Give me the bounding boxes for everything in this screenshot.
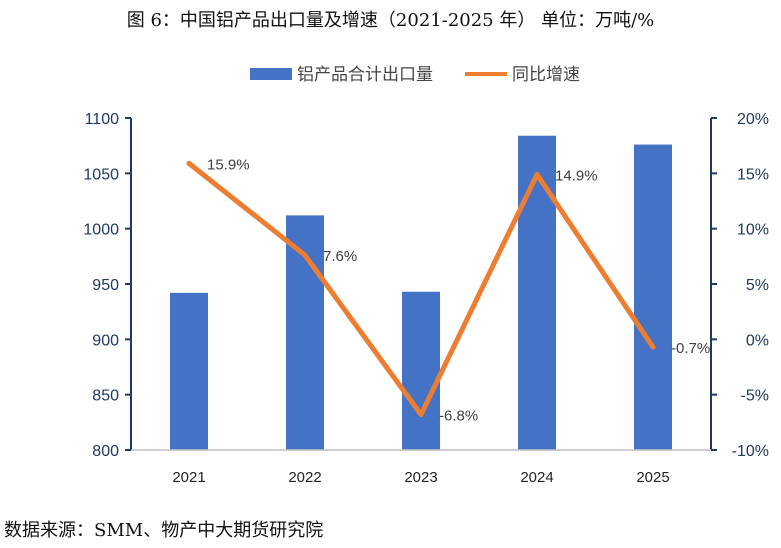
y-left-tick-label: 1000 <box>83 222 119 239</box>
y-left-tick-label: 1100 <box>85 111 120 128</box>
bar-2025 <box>634 144 672 450</box>
y-axis-right: -10% -5% 0% 5% 10% 15% 20% <box>710 111 769 460</box>
x-axis: 2021 2022 2023 2024 2025 <box>131 449 711 486</box>
y-right-tick-label: 10% <box>737 222 769 239</box>
growth-label-2023: -6.8% <box>439 408 478 425</box>
growth-point-2021 <box>186 160 192 166</box>
y-right-tick-label: 20% <box>737 111 769 128</box>
x-tick-label: 2021 <box>172 469 205 486</box>
y-left-tick-label: 850 <box>92 388 119 405</box>
y-right-tick-label: -10% <box>732 443 769 460</box>
data-labels: 15.9% 7.6% -6.8% 14.9% -0.7% <box>207 156 710 424</box>
growth-label-2024: 14.9% <box>555 167 598 184</box>
source-note: 数据来源：SMM、物产中大期货研究院 <box>4 520 324 541</box>
growth-point-2025 <box>650 344 656 350</box>
growth-point-2022 <box>302 252 308 258</box>
x-tick-label: 2022 <box>288 469 321 486</box>
growth-point-2023 <box>418 412 424 418</box>
y-right-tick-label: 15% <box>737 166 769 183</box>
growth-label-2021: 15.9% <box>207 156 250 173</box>
x-tick-label: 2023 <box>404 469 437 486</box>
legend-swatch-bar <box>250 68 292 80</box>
legend-label-bar: 铝产品合计出口量 <box>297 65 433 85</box>
y-left-tick-label: 800 <box>92 443 119 460</box>
growth-line <box>186 160 656 418</box>
growth-label-2022: 7.6% <box>323 248 357 265</box>
y-right-tick-label: 0% <box>746 332 769 349</box>
y-axis-left: 800 850 900 950 1000 1050 1100 <box>83 111 132 460</box>
growth-point-2024 <box>534 171 540 177</box>
y-left-tick-label: 950 <box>92 277 119 294</box>
bar-2024 <box>518 135 556 450</box>
legend-label-line: 同比增速 <box>512 65 580 85</box>
bar-2022 <box>286 215 324 450</box>
bar-2021 <box>170 292 208 450</box>
chart-title: 图 6：中国铝产品出口量及增速（2021-2025 年） 单位：万吨/% <box>126 10 655 31</box>
x-tick-label: 2024 <box>520 469 553 486</box>
y-left-tick-label: 1050 <box>83 166 119 183</box>
y-right-tick-label: 5% <box>746 277 769 294</box>
y-right-tick-label: -5% <box>741 388 769 405</box>
bar-2023 <box>402 291 440 450</box>
legend: 铝产品合计出口量 同比增速 <box>250 65 580 85</box>
growth-label-2025: -0.7% <box>671 340 710 357</box>
y-left-tick-label: 900 <box>92 332 119 349</box>
x-tick-label: 2025 <box>636 469 669 486</box>
